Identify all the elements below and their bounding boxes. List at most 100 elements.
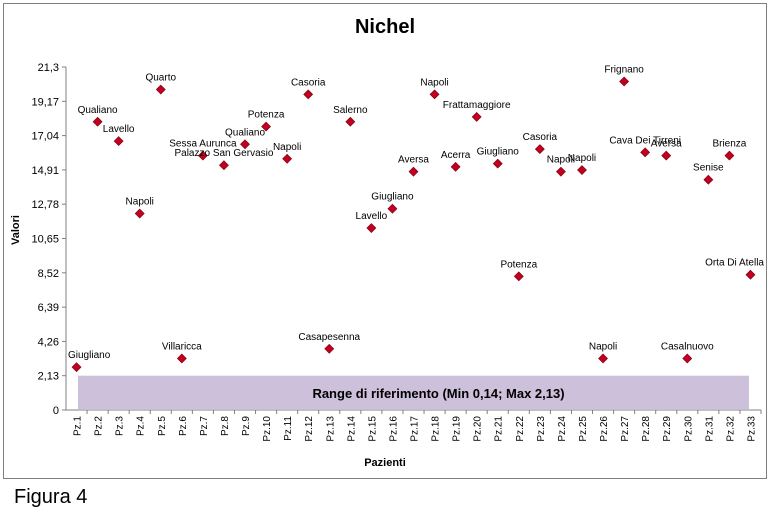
data-point-marker bbox=[450, 161, 461, 172]
x-tick-label: Pz.1 bbox=[73, 416, 84, 436]
data-label: Frattamaggiore bbox=[443, 100, 511, 111]
x-tick-label: Pz.4 bbox=[136, 416, 147, 436]
data-point-marker bbox=[324, 343, 335, 354]
y-axis-label: Valori bbox=[10, 215, 22, 245]
x-tick-label: Pz.6 bbox=[178, 416, 189, 436]
data-point-marker bbox=[261, 121, 272, 132]
data-label: Napoli bbox=[273, 142, 301, 153]
data-label: Potenza bbox=[500, 259, 537, 270]
chart-frame: Range di riferimento (Min 0,14; Max 2,13… bbox=[3, 3, 767, 479]
data-label: Frignano bbox=[604, 64, 644, 75]
y-tick-label: 2,13 bbox=[38, 371, 59, 383]
data-label: Napoli bbox=[568, 153, 596, 164]
data-point-marker bbox=[555, 166, 566, 177]
data-point-marker bbox=[219, 160, 229, 171]
x-tick-label: Pz.11 bbox=[283, 416, 294, 441]
data-point-marker bbox=[724, 150, 735, 161]
data-point-marker bbox=[577, 165, 587, 175]
data-point-marker bbox=[282, 153, 293, 164]
axes bbox=[65, 67, 761, 411]
x-tick-label: Pz.29 bbox=[662, 416, 673, 442]
y-tick-label: 4,26 bbox=[38, 336, 59, 348]
data-point-marker bbox=[345, 116, 356, 127]
data-point-marker bbox=[745, 269, 756, 280]
y-tick-label: 21,3 bbox=[38, 62, 59, 74]
data-label: Orta Di Atella bbox=[705, 258, 764, 269]
y-tick-label: 10,65 bbox=[31, 234, 59, 246]
data-label: Casoria bbox=[523, 132, 558, 143]
x-tick-label: Pz.23 bbox=[536, 416, 547, 442]
scatter-chart: Range di riferimento (Min 0,14; Max 2,13… bbox=[10, 16, 764, 469]
x-tick-label: Pz.31 bbox=[704, 416, 715, 442]
data-label: Salerno bbox=[333, 105, 368, 116]
data-point-marker bbox=[429, 89, 440, 100]
x-tick-label: Pz.20 bbox=[473, 416, 484, 442]
data-point-marker bbox=[387, 203, 398, 214]
reference-range-label: Range di riferimento (Min 0,14; Max 2,13… bbox=[312, 386, 564, 401]
data-label: Lavello bbox=[103, 124, 135, 135]
data-label: Aversa bbox=[651, 139, 682, 150]
x-tick-label: Pz.18 bbox=[431, 416, 442, 442]
data-point-marker bbox=[92, 116, 103, 127]
data-point-marker bbox=[134, 208, 145, 219]
data-point-marker bbox=[661, 150, 672, 161]
x-tick-label: Pz.22 bbox=[515, 416, 526, 442]
data-label: Aversa bbox=[398, 155, 429, 166]
data-point-marker bbox=[492, 158, 503, 169]
y-tick-label: 12,78 bbox=[31, 199, 59, 211]
data-point-marker bbox=[598, 353, 608, 364]
x-tick-label: Pz.15 bbox=[367, 416, 378, 442]
x-tick-label: Pz.26 bbox=[599, 416, 610, 442]
data-label: Senise bbox=[693, 163, 724, 174]
x-tick-label: Pz.25 bbox=[578, 416, 589, 442]
data-label: Napoli bbox=[420, 77, 448, 88]
x-tick-label: Pz.27 bbox=[620, 416, 631, 442]
data-label: Napoli bbox=[589, 341, 617, 352]
data-label: Casalnuovo bbox=[661, 341, 714, 352]
data-point-marker bbox=[240, 139, 250, 150]
data-label: Giugliano bbox=[371, 192, 414, 203]
x-tick-label: Pz.10 bbox=[262, 416, 273, 442]
data-point-marker bbox=[682, 353, 693, 364]
y-tick-label: 8,52 bbox=[38, 268, 59, 280]
x-tick-label: Pz.12 bbox=[304, 416, 315, 442]
y-tick-label: 19,17 bbox=[31, 96, 59, 108]
data-point-marker bbox=[176, 353, 187, 364]
x-tick-label: Pz.13 bbox=[325, 416, 336, 442]
x-tick-label: Pz.21 bbox=[494, 416, 505, 442]
x-tick-label: Pz.16 bbox=[388, 416, 399, 442]
y-tick-label: 14,91 bbox=[31, 165, 59, 177]
y-tick-label: 17,04 bbox=[31, 131, 59, 143]
data-label: Acerra bbox=[441, 150, 471, 161]
data-point-marker bbox=[471, 111, 482, 122]
x-tick-label: Pz.7 bbox=[199, 416, 210, 436]
data-point-marker bbox=[197, 150, 208, 161]
x-tick-label: Pz.8 bbox=[220, 416, 231, 436]
data-points bbox=[71, 76, 756, 373]
data-point-marker bbox=[513, 271, 524, 282]
data-label: Potenza bbox=[248, 110, 285, 121]
x-axis-label: Pazienti bbox=[364, 457, 406, 469]
y-tick-labels: 0 2,13 4,26 6,39 8,52 10,65 12,78 14,91 17,04 19,… bbox=[31, 62, 66, 417]
x-tick-label: Pz.24 bbox=[557, 416, 568, 442]
y-tick-label: 6,39 bbox=[38, 302, 59, 314]
x-tick-label: Pz.17 bbox=[410, 416, 421, 442]
data-point-marker bbox=[113, 136, 124, 146]
data-label: Casoria bbox=[291, 77, 326, 88]
data-point-marker bbox=[534, 144, 545, 155]
data-label: Giugliano bbox=[477, 147, 520, 158]
x-tick-label: Pz.30 bbox=[683, 416, 694, 442]
data-label: Quarto bbox=[145, 73, 176, 84]
x-tick-label: Pz.2 bbox=[94, 416, 105, 436]
x-tick-label: Pz.14 bbox=[346, 416, 357, 442]
x-tick-label: Pz.3 bbox=[115, 416, 126, 436]
chart-title: Nichel bbox=[355, 16, 415, 38]
data-label: Lavello bbox=[356, 211, 388, 222]
data-point-marker bbox=[619, 76, 630, 87]
data-label: Cava Dei Tirreni bbox=[609, 135, 681, 146]
y-tick-label: 0 bbox=[53, 405, 59, 417]
data-labels: Giugliano Qualiano Lavello Napoli Quarto Vill… bbox=[68, 64, 764, 361]
data-point-marker bbox=[155, 84, 166, 95]
data-point-marker bbox=[366, 223, 377, 233]
x-tick-labels: Pz.1 Pz.2 Pz.3 Pz.4 Pz.5 Pz.6 Pz.7 Pz.8 Pz.9 Pz.1… bbox=[73, 410, 762, 442]
